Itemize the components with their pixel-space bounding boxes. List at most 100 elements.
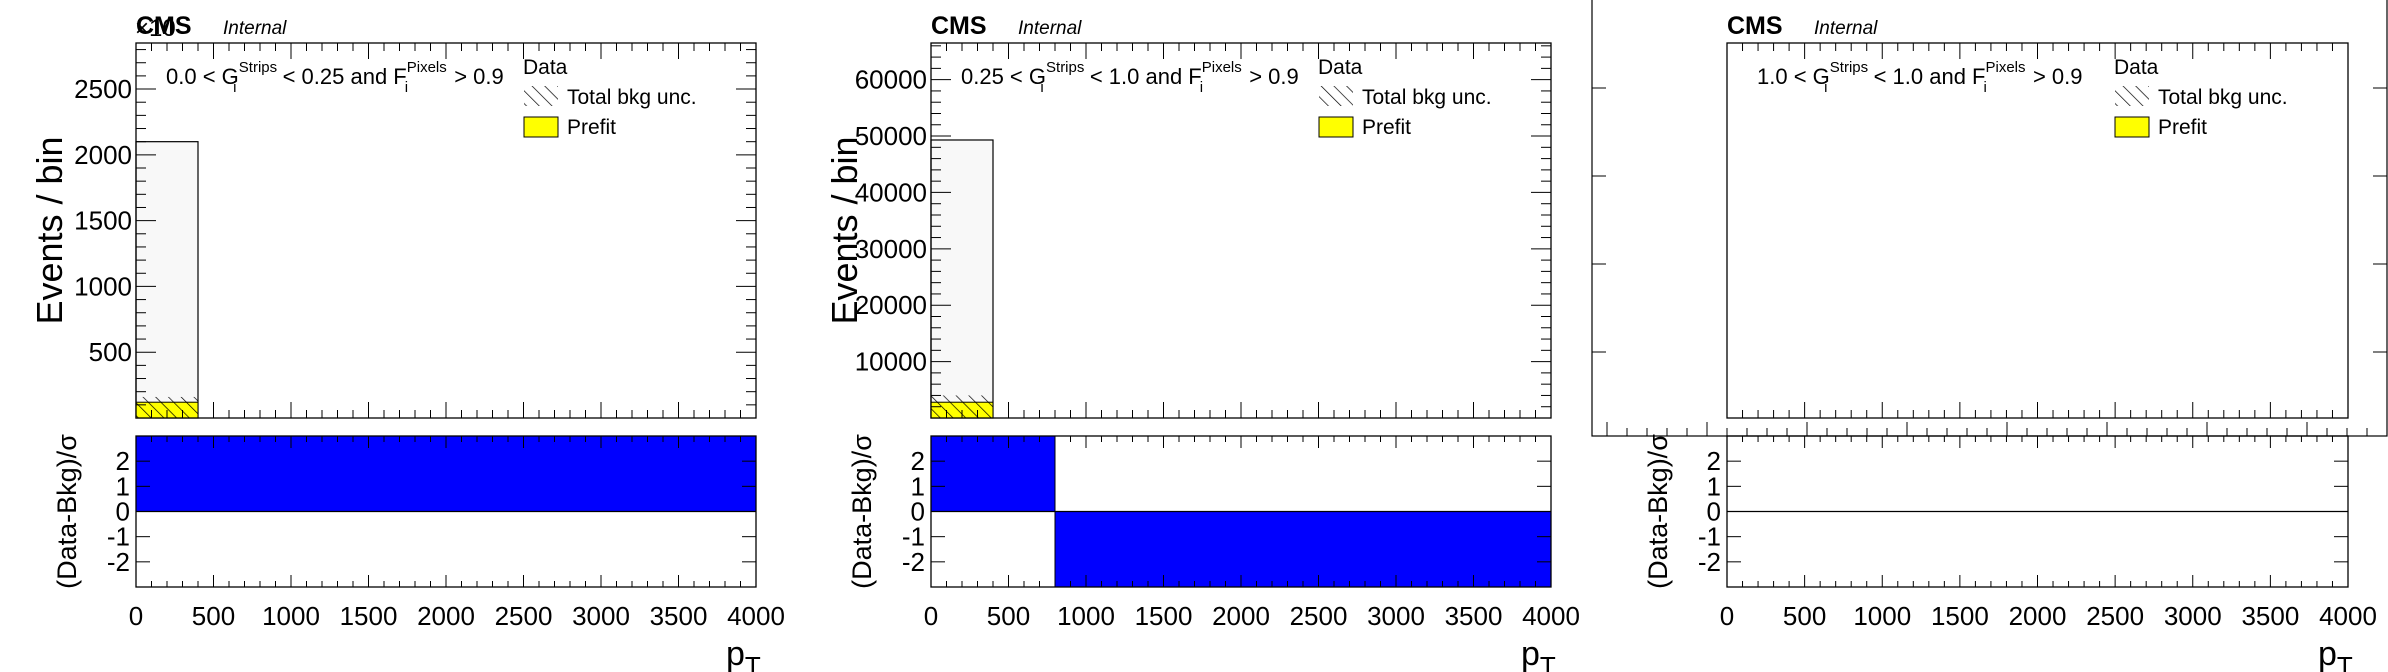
ratio-y-tick-label: 2 [1707, 446, 1721, 476]
x-title-main: p [2318, 635, 2337, 672]
x-tick-label: 4000 [727, 601, 785, 631]
x-tick-label: 3500 [1445, 601, 1503, 631]
x-title-main: p [726, 635, 745, 672]
ratio-frame [135, 435, 757, 588]
y-axis: 500 1000 1500 2000 2500 [74, 49, 756, 406]
ratio-y-tick-label: 2 [911, 446, 925, 476]
legend-hatch-swatch [1319, 86, 1353, 106]
internal-label: Internal [1814, 18, 1878, 39]
y-tick-label: 500 [89, 337, 132, 367]
main-frame [1726, 42, 2349, 419]
x-tick-label: 4000 [1522, 601, 1580, 631]
cut-suffix: > 0.9 [1243, 64, 1299, 89]
x-tick-label: 3500 [650, 601, 708, 631]
internal-label: Internal [1018, 18, 1082, 39]
ratio-y-tick-label: -1 [107, 522, 130, 552]
pull-bar [135, 435, 757, 512]
ratio-y-tick-label: 1 [911, 471, 925, 501]
ratio-y-tick-label: -2 [1698, 547, 1721, 577]
x-tick-label: 3000 [572, 601, 630, 631]
cut-middle: < 1.0 and F [1867, 64, 1985, 89]
pad-ticks [1592, 87, 2387, 436]
ratio-y-tick-label: 0 [116, 497, 130, 527]
cut-label: 1.0 < GStrips i < 1.0 and FPixels i > 0.9 [1757, 59, 2083, 96]
y-tick-label: 50000 [855, 121, 927, 151]
cut-f-sup: Pixels [1986, 59, 2026, 76]
cut-middle: < 0.25 and F [276, 64, 406, 89]
data-bar [930, 139, 994, 419]
x-tick-label: 1500 [1931, 601, 1989, 631]
y-tick-label: 20000 [855, 290, 927, 320]
legend-prefit-swatch [523, 116, 559, 138]
x-tick-label: 1000 [1853, 601, 1911, 631]
y-tick-label: 30000 [855, 234, 927, 264]
ratio-y-tick-label: 1 [1707, 471, 1721, 501]
x-tick-label: 4000 [2319, 601, 2377, 631]
ratio-frame [930, 435, 1552, 588]
legend-prefit: Prefit [567, 116, 616, 139]
legend-bkg-unc: Total bkg unc. [2158, 86, 2288, 109]
x-tick-label: 0 [1720, 601, 1734, 631]
ratio-y-title: (Data-Bkg)/σ [1643, 434, 1673, 589]
legend-bkg-unc: Total bkg unc. [1362, 86, 1492, 109]
ratio-y-title: (Data-Bkg)/σ [52, 434, 82, 589]
x-tick-label: 2000 [1212, 601, 1270, 631]
x-title-sub: T [745, 651, 761, 672]
legend-prefit: Prefit [1362, 116, 1411, 139]
legend: Data Total bkg unc. Prefit [2114, 56, 2288, 139]
y-axis: 10000 20000 30000 40000 50000 60000 [855, 45, 1551, 408]
cut-prefix: 1.0 < G [1757, 64, 1830, 89]
main-frame [930, 42, 1552, 419]
y-exponent: ×10 [135, 15, 176, 42]
y-tick-label: 2000 [74, 140, 132, 170]
x-tick-label: 0 [924, 601, 938, 631]
legend-prefit-swatch [2114, 116, 2150, 138]
y-tick-label: 40000 [855, 177, 927, 207]
cut-g-sub: i [1040, 79, 1043, 96]
y-tick-label: 60000 [855, 65, 927, 95]
cut-f-sub: i [405, 79, 408, 96]
x-tick-label: 500 [1783, 601, 1826, 631]
ratio-y-tick-label: 0 [911, 497, 925, 527]
legend-hatch-swatch [2115, 86, 2149, 106]
pull-bar [930, 435, 1056, 512]
cut-f-sup: Pixels [407, 59, 447, 76]
ratio-y-tick-label: 2 [116, 446, 130, 476]
x-tick-label: 2000 [417, 601, 475, 631]
cut-middle: < 1.0 and F [1084, 64, 1202, 89]
legend-data: Data [2114, 56, 2159, 79]
y-tick-label: 1000 [74, 271, 132, 301]
y-axis-title: Events / bin [824, 136, 865, 324]
cut-suffix: > 0.9 [2027, 64, 2083, 89]
cut-g-sup: Strips [1046, 59, 1084, 76]
x-tick-label: 3500 [2241, 601, 2299, 631]
x-tick-label: 1500 [1135, 601, 1193, 631]
x-tick-label: 0 [129, 601, 143, 631]
ratio-frame [1726, 435, 2349, 588]
cut-label: 0.25 < GStrips i < 1.0 and FPixels i > 0.9 [961, 59, 1299, 96]
ratio-y-tick-label: -1 [902, 522, 925, 552]
legend: Data Total bkg unc. Prefit [1318, 56, 1492, 139]
y-tick-label: 1500 [74, 206, 132, 236]
x-tick-label: 2500 [1290, 601, 1348, 631]
cut-label: 0.0 < GStrips i < 0.25 and FPixels i > 0.9 [166, 59, 504, 96]
legend-data: Data [1318, 56, 1363, 79]
cut-g-sub: i [1824, 79, 1827, 96]
cut-g-sub: i [233, 79, 236, 96]
main-x-ticks [135, 43, 757, 418]
x-tick-label: 3000 [1367, 601, 1425, 631]
ratio-y-tick-label: -2 [902, 547, 925, 577]
cut-suffix: > 0.9 [448, 64, 504, 89]
x-tick-label: 2000 [2009, 601, 2067, 631]
y-tick-label: 2500 [74, 74, 132, 104]
legend-hatch-swatch [524, 86, 558, 106]
x-title-sub: T [1540, 651, 1556, 672]
cut-g-sup: Strips [1830, 59, 1868, 76]
